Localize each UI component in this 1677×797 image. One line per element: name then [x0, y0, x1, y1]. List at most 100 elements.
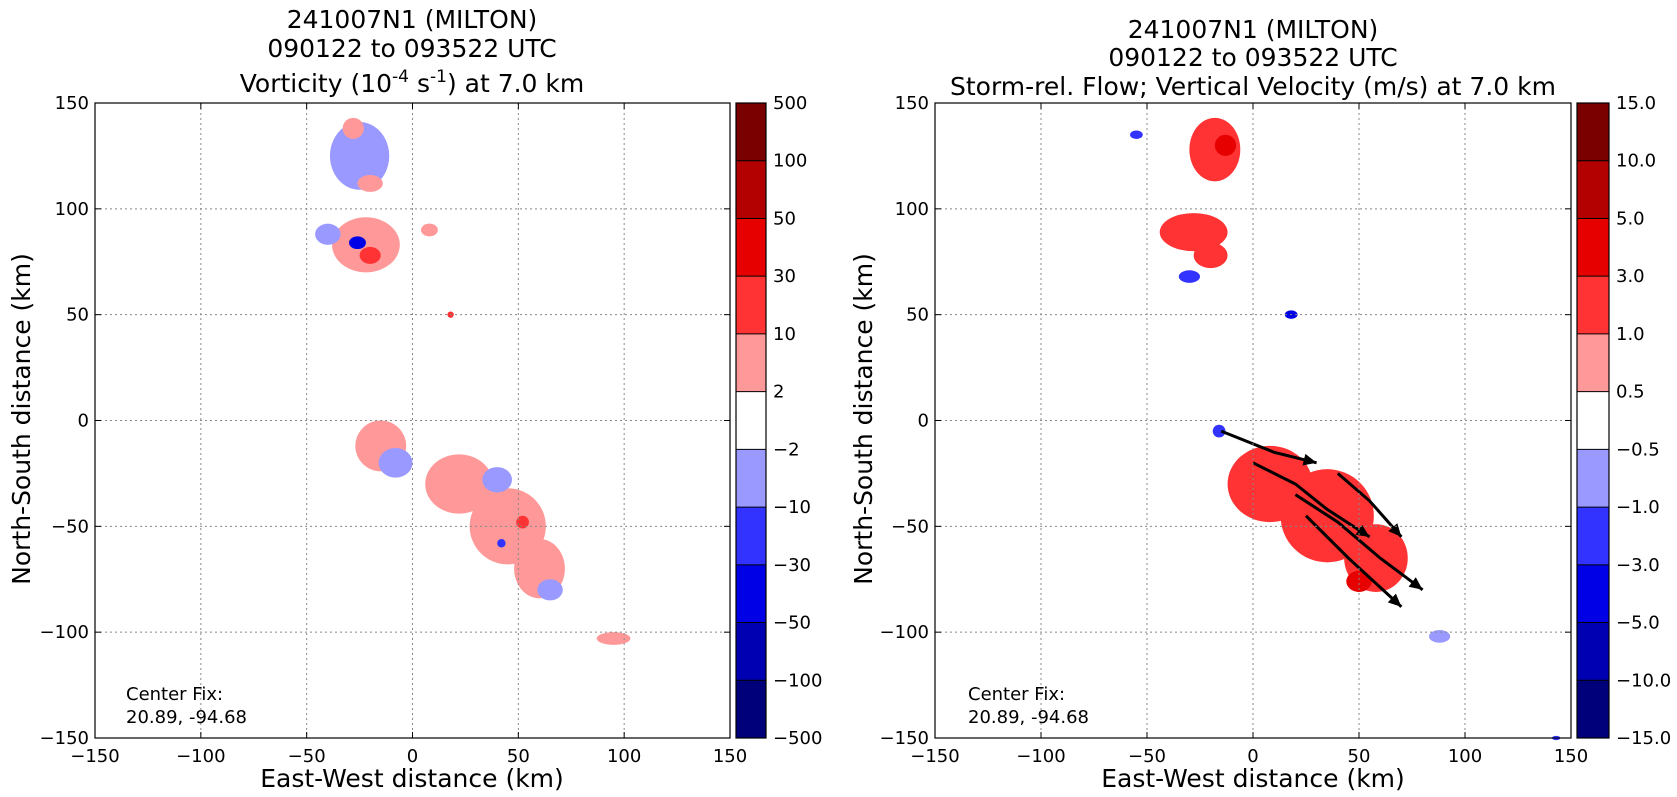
- gridlines: [935, 103, 1571, 738]
- center-fix-coordinates: 20.89, -94.68: [126, 707, 247, 728]
- colorbar-segment: [1577, 103, 1609, 161]
- data-region: [1159, 213, 1228, 252]
- data-regions: [315, 117, 631, 645]
- colorbar: 500 100 50 30 10 2 −2 −10 −30 −50 −100 −500: [735, 93, 822, 749]
- colorbar-frame: [1576, 102, 1610, 739]
- chart-title-line-3: Vorticity (10-4 s-1) at 7.0 km: [240, 67, 585, 98]
- x-tick-label: 150: [713, 746, 747, 767]
- data-region: [596, 632, 631, 645]
- x-tick-label: −100: [1016, 746, 1065, 767]
- axis-ticks: −150 −100 −50 0 50 100 150 −150 −100 −50 0 50 100 150: [40, 93, 748, 767]
- x-tick-label: −100: [176, 746, 225, 767]
- colorbar-segment: [1577, 160, 1609, 219]
- chart-title-line-1: 241007N1 (MILTON): [1128, 15, 1379, 44]
- colorbar-label: −10.0: [1616, 670, 1671, 691]
- data-region: [357, 174, 383, 192]
- data-region: [315, 223, 341, 245]
- colorbar-label: −2: [773, 439, 800, 460]
- x-tick-label: 100: [607, 746, 641, 767]
- colorbar-label: −10: [773, 497, 811, 518]
- data-region: [332, 217, 400, 273]
- data-region: [1214, 134, 1237, 156]
- y-tick-label: 150: [895, 93, 929, 114]
- colorbar-segment: [1577, 564, 1609, 623]
- data-region: [342, 117, 364, 139]
- colorbar-segment: [736, 449, 766, 508]
- x-tick-label: 50: [507, 746, 530, 767]
- y-tick-label: −50: [891, 516, 929, 537]
- y-tick-label: −100: [880, 622, 929, 643]
- x-tick-label: 100: [1448, 746, 1482, 767]
- y-tick-label: 0: [918, 411, 929, 432]
- plot-area: −150 −100 −50 0 50 100 150 −150 −100 −50 0 50 100 150…: [880, 93, 1672, 767]
- y-tick-label: 100: [55, 199, 89, 220]
- colorbar-label: 15.0: [1616, 93, 1656, 114]
- data-region: [1428, 630, 1451, 643]
- data-region: [420, 223, 438, 237]
- colorbar-label: −30: [773, 555, 811, 576]
- colorbar-label: 10: [773, 324, 796, 345]
- colorbar-label: −50: [773, 613, 811, 634]
- data-region: [1130, 130, 1143, 139]
- data-region: [1189, 117, 1241, 182]
- chart-title-line-2: 090122 to 093522 UTC: [1108, 43, 1397, 72]
- y-tick-label: 50: [66, 305, 89, 326]
- x-tick-label: 150: [1554, 746, 1588, 767]
- colorbar-label: 3.0: [1616, 266, 1645, 287]
- colorbar-segment: [736, 333, 766, 392]
- colorbar-label: 500: [773, 93, 807, 114]
- data-region: [1346, 570, 1372, 592]
- streamline: [1336, 472, 1403, 538]
- y-axis-label: North-South distance (km): [7, 253, 36, 585]
- colorbar-segment: [1577, 507, 1609, 565]
- streamlines: [1220, 429, 1424, 608]
- data-region: [537, 579, 563, 601]
- colorbar-label: 5.0: [1616, 208, 1645, 229]
- colorbar-segment: [1577, 391, 1609, 450]
- x-tick-label: −50: [1128, 746, 1166, 767]
- colorbar-segment: [1577, 622, 1609, 681]
- colorbar-segment: [736, 276, 766, 334]
- y-tick-label: 0: [78, 411, 89, 432]
- x-axis-label: East-West distance (km): [1101, 764, 1405, 793]
- colorbar-segment: [736, 160, 766, 219]
- streamline: [1220, 429, 1317, 465]
- colorbar-label: −0.5: [1616, 439, 1660, 460]
- y-tick-label: −100: [40, 622, 89, 643]
- y-tick-label: 150: [55, 93, 89, 114]
- x-tick-label: 50: [1348, 746, 1371, 767]
- colorbar-segment: [1577, 449, 1609, 508]
- x-axis-label: East-West distance (km): [260, 764, 564, 793]
- streamline-arrowhead: [1302, 453, 1317, 466]
- axis-ticks: −150 −100 −50 0 50 100 150 −150 −100 −50 0 50 100 150: [880, 93, 1589, 767]
- y-tick-label: −50: [51, 516, 89, 537]
- colorbar-label: 0.5: [1616, 382, 1645, 403]
- data-region: [482, 467, 512, 493]
- colorbar-label: 30: [773, 266, 796, 287]
- colorbar-frame: [735, 102, 767, 739]
- data-region: [516, 515, 529, 529]
- colorbar-label: −100: [773, 670, 822, 691]
- streamline-arrowhead: [1387, 593, 1402, 607]
- y-tick-label: −150: [40, 728, 89, 749]
- colorbar-segment: [1577, 333, 1609, 392]
- colorbar-segment: [736, 507, 766, 565]
- center-fix-label: Center Fix:: [968, 684, 1065, 705]
- y-tick-label: 50: [906, 305, 929, 326]
- vorticity-chart: 241007N1 (MILTON) 090122 to 093522 UTC V…: [7, 5, 822, 793]
- colorbar-label: 1.0: [1616, 324, 1645, 345]
- colorbar-label: 50: [773, 208, 796, 229]
- colorbar-label: −500: [773, 728, 822, 749]
- streamline: [1294, 493, 1424, 592]
- x-tick-label: −150: [70, 746, 119, 767]
- colorbar-segment: [736, 622, 766, 681]
- data-region: [349, 236, 366, 250]
- data-region: [497, 539, 506, 548]
- y-axis-label: North-South distance (km): [849, 253, 878, 585]
- colorbar-label: 100: [773, 151, 807, 172]
- chart-title-line-1: 241007N1 (MILTON): [287, 5, 538, 34]
- colorbar-label: −5.0: [1616, 613, 1660, 634]
- y-tick-label: 100: [895, 199, 929, 220]
- colorbar-segment: [1577, 218, 1609, 277]
- data-region: [359, 246, 381, 264]
